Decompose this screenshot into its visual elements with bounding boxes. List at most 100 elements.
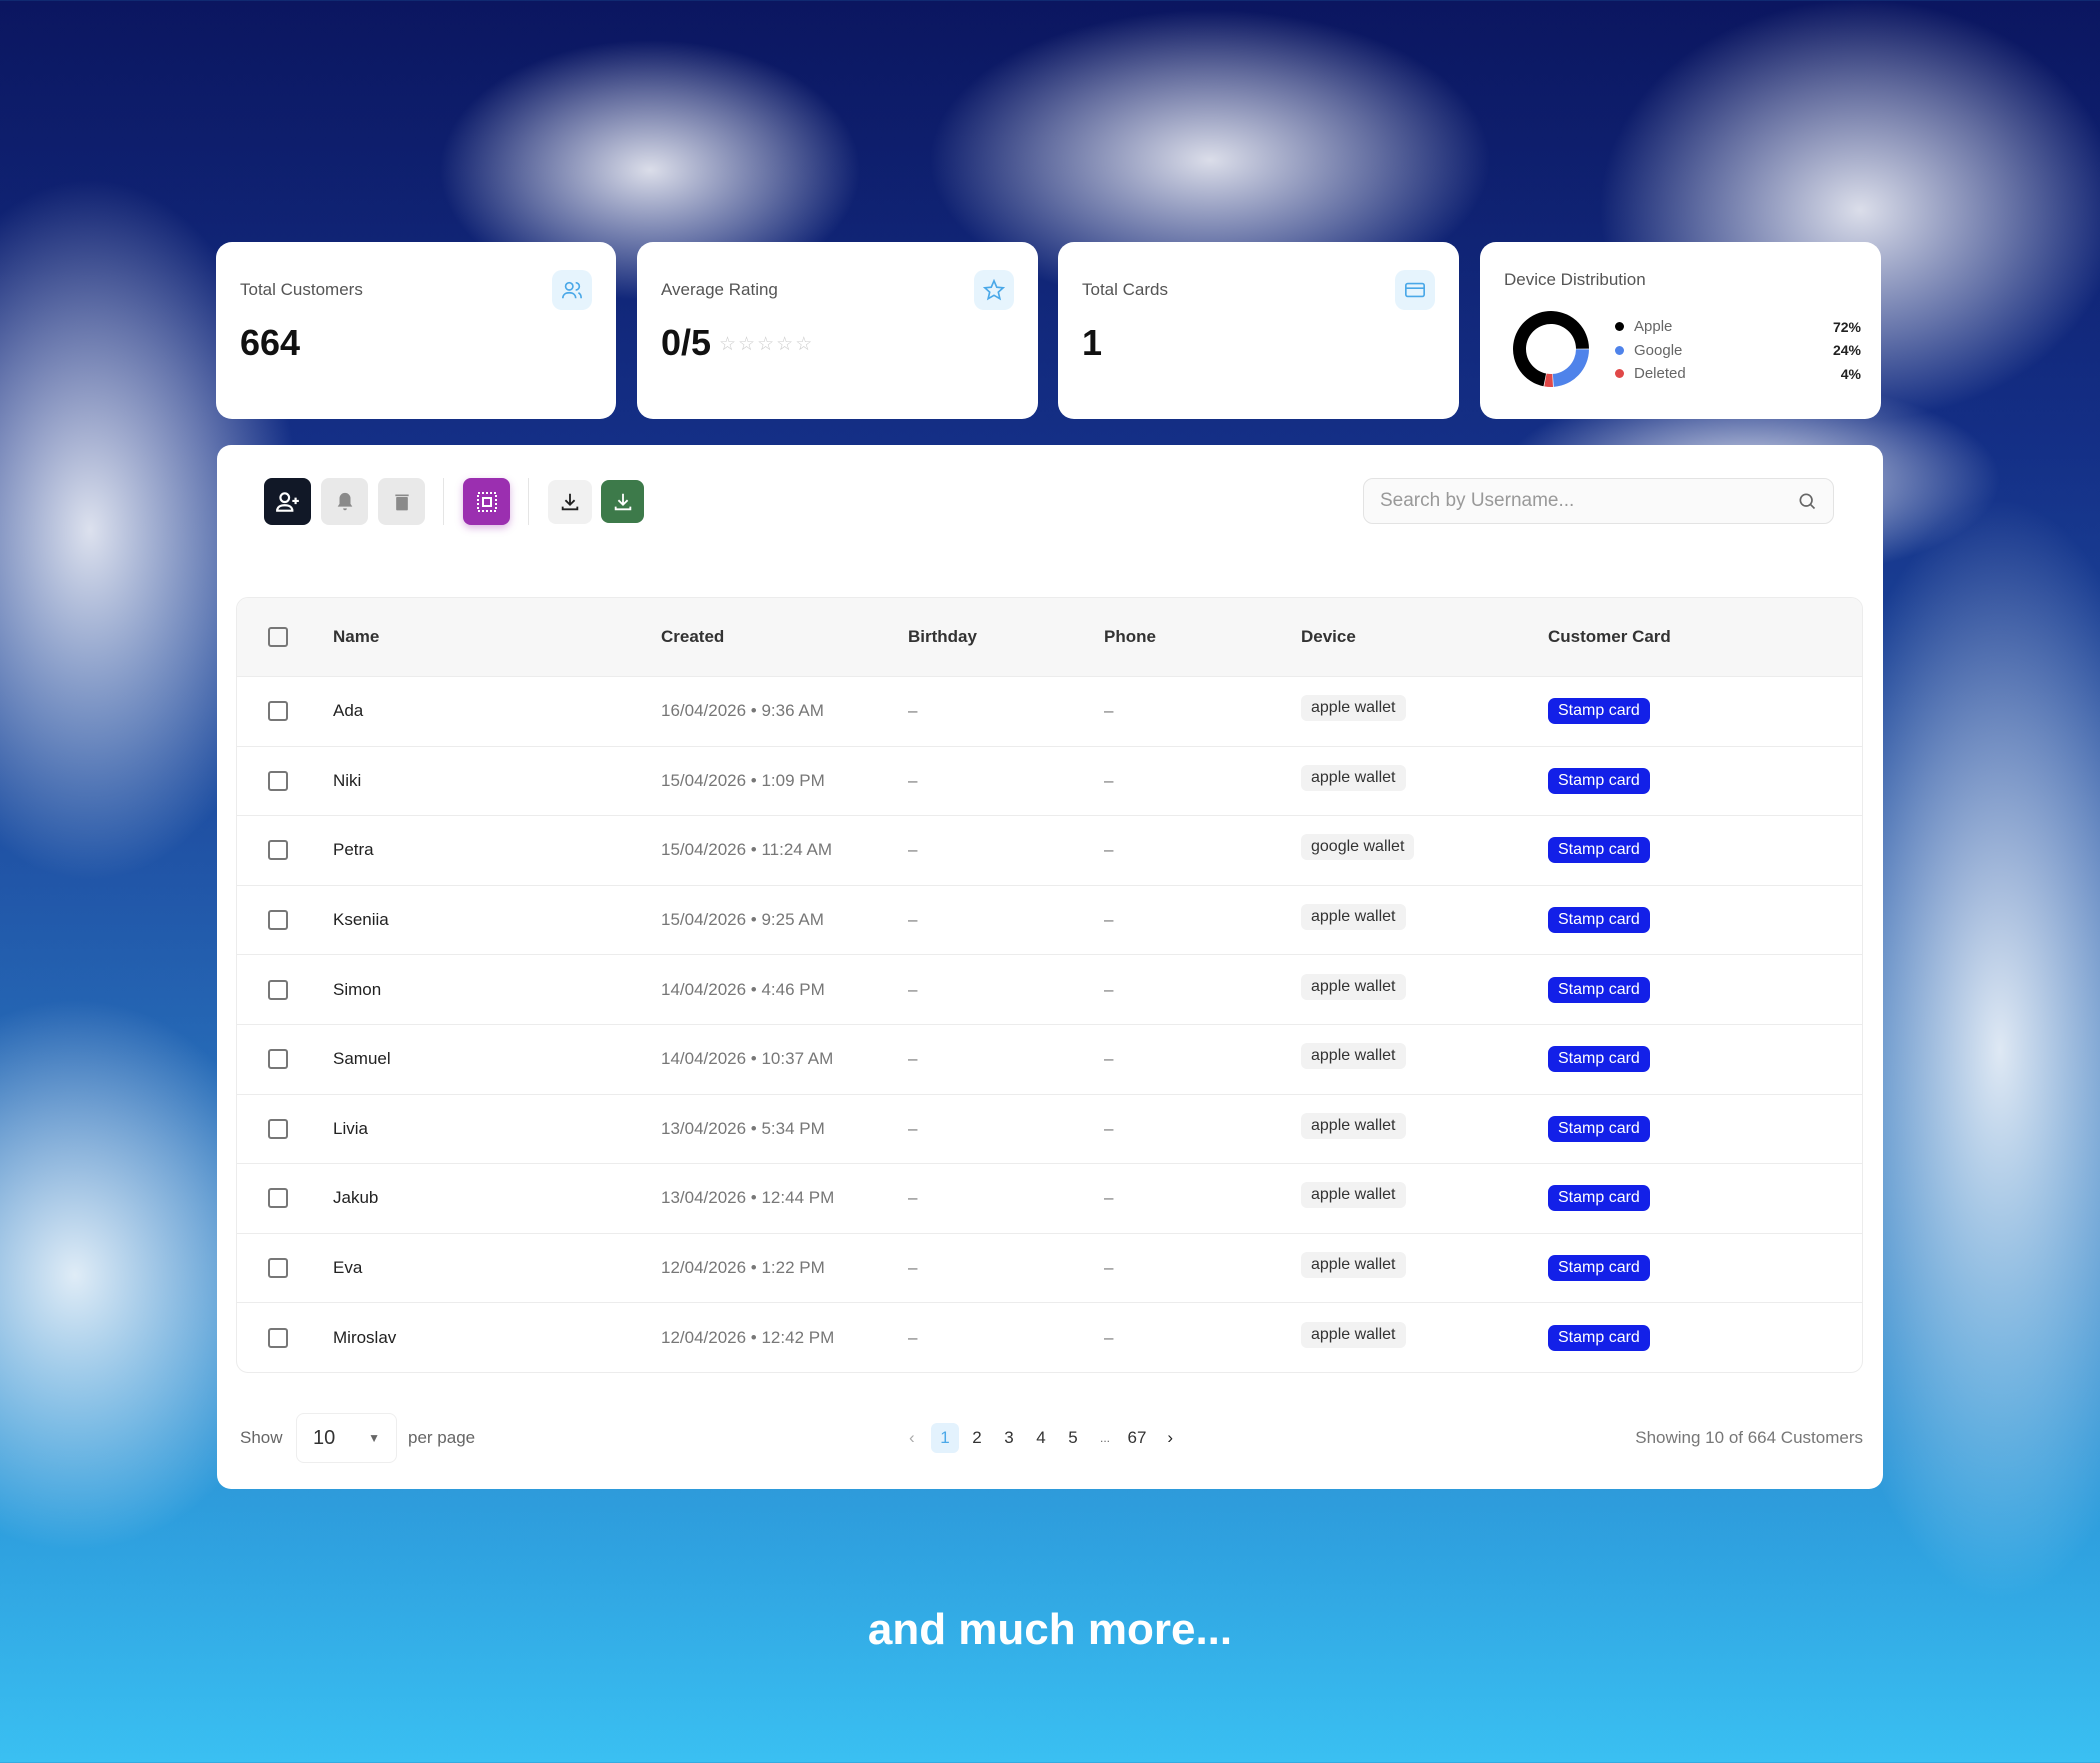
download-button[interactable] [548, 480, 592, 524]
table-row[interactable]: Simon 14/04/2026 • 4:46 PM – – apple wal… [237, 954, 1862, 1024]
user-plus-icon [275, 491, 299, 512]
donut-slice-deleted [1544, 373, 1554, 387]
customer-name[interactable]: Petra [333, 840, 374, 860]
legend-dot [1615, 345, 1624, 355]
per-page-value: 10 [313, 1426, 336, 1449]
customer-card-badge[interactable]: Stamp card [1548, 1185, 1650, 1212]
chevron-down-icon: ▼ [368, 1431, 380, 1445]
notify-button[interactable] [321, 478, 368, 525]
trash-icon [394, 494, 409, 510]
donut-slice-apple [1513, 311, 1589, 387]
table-row[interactable]: Petra 15/04/2026 • 11:24 AM – – google w… [237, 815, 1862, 885]
row-checkbox[interactable] [268, 770, 288, 791]
created-date: 13/04/2026 • 12:44 PM [661, 1188, 835, 1208]
stat-card-device-distribution: Device Distribution Apple 72% Google 24% Del… [1480, 242, 1881, 419]
per-page-select[interactable]: 10 ▼ [296, 1413, 397, 1463]
delete-button[interactable] [378, 478, 425, 525]
customer-card-badge[interactable]: Stamp card [1548, 767, 1650, 794]
tagline: and much more... [867, 1605, 1233, 1654]
customer-name[interactable]: Ada [333, 701, 364, 721]
column-header-name[interactable]: Name [333, 627, 380, 646]
table-row[interactable]: Eva 12/04/2026 • 1:22 PM – – apple walle… [237, 1232, 1862, 1303]
row-checkbox[interactable] [268, 840, 288, 861]
table-row[interactable]: Kseniia 15/04/2026 • 9:25 AM – – apple w… [237, 884, 1862, 955]
birthday: – [908, 979, 918, 999]
legend-item: Apple 72% [1615, 315, 1861, 339]
export-button[interactable] [601, 480, 644, 523]
customer-name[interactable]: Simon [333, 979, 382, 999]
page-3[interactable]: 3 [1004, 1428, 1014, 1447]
created-date: 15/04/2026 • 1:09 PM [661, 770, 825, 790]
legend-item: Deleted 4% [1615, 362, 1861, 386]
page-1[interactable]: 1 [931, 1423, 959, 1453]
row-checkbox[interactable] [268, 1188, 288, 1209]
customer-name[interactable]: Kseniia [333, 910, 389, 930]
page-67[interactable]: 67 [1127, 1428, 1147, 1447]
customer-card-badge[interactable]: Stamp card [1548, 1115, 1650, 1142]
birthday: – [908, 770, 918, 790]
column-header-created[interactable]: Created [661, 627, 725, 646]
add-customer-button[interactable] [264, 478, 311, 525]
select-all-button[interactable] [463, 478, 510, 525]
page-5[interactable]: 5 [1068, 1428, 1078, 1447]
credit-card-icon [1395, 270, 1435, 310]
stat-value: 1 [1082, 322, 1103, 363]
star-icon [974, 270, 1014, 310]
customer-card-badge[interactable]: Stamp card [1548, 837, 1650, 864]
birthday: – [908, 1118, 918, 1138]
customer-card-badge[interactable]: Stamp card [1548, 976, 1650, 1003]
column-header-customer-card[interactable]: Customer Card [1548, 627, 1671, 646]
created-date: 12/04/2026 • 12:42 PM [661, 1327, 835, 1347]
select-area-icon [476, 491, 497, 512]
created-date: 15/04/2026 • 9:25 AM [661, 910, 824, 930]
row-checkbox[interactable] [268, 1049, 288, 1070]
row-checkbox[interactable] [268, 979, 288, 1000]
column-header-device[interactable]: Device [1301, 627, 1356, 646]
customer-name[interactable]: Miroslav [333, 1327, 397, 1347]
customer-card-badge[interactable]: Stamp card [1548, 1324, 1650, 1351]
column-header-birthday[interactable]: Birthday [908, 627, 977, 646]
page-2[interactable]: 2 [972, 1428, 982, 1447]
phone: – [1104, 701, 1114, 721]
star-icon: ☆ [738, 334, 756, 355]
row-checkbox[interactable] [268, 1118, 288, 1139]
customer-card-badge[interactable]: Stamp card [1548, 698, 1650, 725]
select-all-checkbox[interactable] [268, 627, 288, 647]
customer-name[interactable]: Niki [333, 770, 362, 790]
table-row[interactable]: Livia 13/04/2026 • 5:34 PM – – apple wal… [237, 1093, 1862, 1164]
phone: – [1104, 979, 1114, 999]
legend-percent: 24% [1832, 342, 1861, 359]
phone: – [1104, 1049, 1114, 1069]
customers-panel: Name Created Birthday Phone Device Custo… [217, 445, 1883, 1489]
customer-name[interactable]: Jakub [333, 1188, 379, 1208]
customer-card-badge[interactable]: Stamp card [1548, 907, 1650, 934]
toolbar-divider [443, 478, 444, 525]
pagination: ‹ 1 2 3 4 5... 67 › [909, 1423, 1173, 1453]
search-icon[interactable] [1797, 491, 1817, 511]
created-date: 13/04/2026 • 5:34 PM [661, 1118, 825, 1138]
customer-name[interactable]: Livia [333, 1118, 368, 1138]
customer-name[interactable]: Samuel [333, 1049, 391, 1069]
customer-name[interactable]: Eva [333, 1258, 363, 1278]
row-checkbox[interactable] [268, 1258, 288, 1279]
customer-card-badge[interactable]: Stamp card [1548, 1046, 1650, 1073]
search-input[interactable] [1380, 490, 1797, 512]
table-row[interactable]: Miroslav 12/04/2026 • 12:42 PM – – apple… [237, 1302, 1862, 1372]
device-badge: apple wallet [1301, 1182, 1406, 1209]
prev-page-icon[interactable]: ‹ [909, 1428, 915, 1447]
users-icon [552, 270, 592, 310]
next-page-icon[interactable]: › [1167, 1428, 1173, 1447]
device-badge: apple wallet [1301, 904, 1406, 931]
table-row[interactable]: Jakub 13/04/2026 • 12:44 PM – – apple wa… [237, 1163, 1862, 1233]
customer-card-badge[interactable]: Stamp card [1548, 1255, 1650, 1282]
table-row[interactable]: Ada 16/04/2026 • 9:36 AM – – apple walle… [237, 676, 1862, 746]
created-date: 15/04/2026 • 11:24 AM [661, 840, 833, 860]
table-row[interactable]: Samuel 14/04/2026 • 10:37 AM – – apple w… [237, 1023, 1862, 1094]
table-row[interactable]: Niki 15/04/2026 • 1:09 PM – – apple wall… [237, 745, 1862, 816]
row-checkbox[interactable] [268, 1327, 288, 1348]
row-checkbox[interactable] [268, 910, 288, 931]
row-checkbox[interactable] [268, 701, 288, 722]
pagination-ellipsis: ... [1099, 1431, 1110, 1445]
page-4[interactable]: 4 [1036, 1428, 1046, 1447]
column-header-phone[interactable]: Phone [1104, 627, 1156, 646]
